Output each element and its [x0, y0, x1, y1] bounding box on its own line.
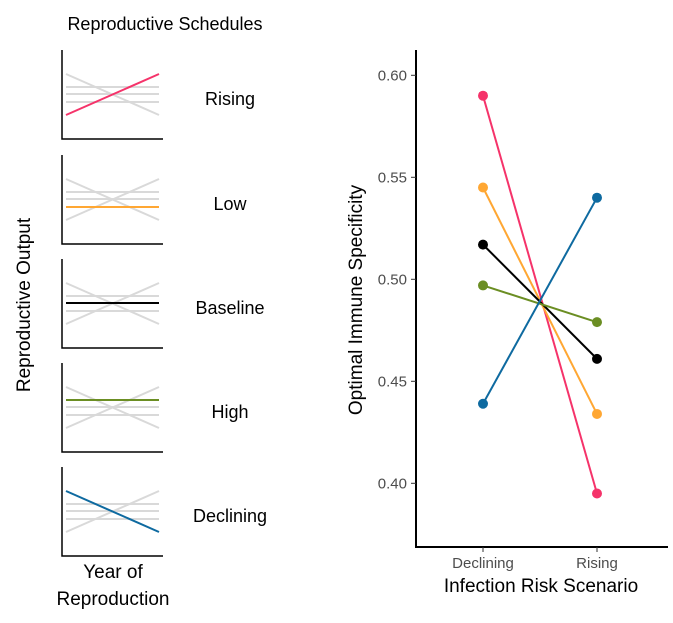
schedules-xlabel-line1: Year of [83, 562, 143, 583]
data-point [478, 90, 488, 101]
y-tick-label: 0.45 [378, 373, 407, 390]
series-declining [478, 192, 602, 409]
schedules-ylabel: Reproductive Output [14, 217, 35, 392]
x-tick-label: Declining [452, 555, 514, 572]
schedule-panel-low: Low [61, 155, 248, 245]
schedule-panel-baseline: Baseline [61, 259, 265, 349]
data-point [592, 192, 602, 203]
highlighted-schedule-line [65, 73, 160, 116]
panel-label: High [211, 402, 248, 422]
schedules-xlabel-line2: Reproduction [56, 589, 169, 610]
y-tick-label: 0.60 [378, 67, 407, 84]
panel-label: Low [213, 194, 247, 214]
y-tick-label: 0.40 [378, 475, 407, 492]
plot-axes [415, 50, 668, 548]
series-line [482, 197, 598, 405]
panel-axes [61, 363, 163, 453]
y-axis-label: Optimal Immune Specificity [346, 184, 367, 415]
series-high [478, 280, 602, 328]
data-point [592, 408, 602, 419]
main-plot: 0.40 0.45 0.50 0.55 0.60 Declining Rising [378, 50, 668, 572]
y-tick-label: 0.55 [378, 169, 407, 186]
panel-label: Rising [205, 89, 255, 109]
panel-label: Baseline [195, 298, 264, 318]
series-line [482, 95, 598, 494]
schedules-title: Reproductive Schedules [67, 14, 262, 34]
x-axis-label: Infection Risk Scenario [444, 576, 638, 597]
panel-axes [61, 155, 163, 245]
schedule-panel-rising: Rising [61, 50, 255, 140]
schedule-panel-declining: Declining [61, 467, 267, 557]
panel-axes [61, 50, 163, 140]
panel-axes [61, 467, 163, 557]
data-point [478, 280, 488, 291]
x-tick-label: Rising [576, 555, 618, 572]
y-tick-label: 0.50 [378, 271, 407, 288]
data-point [592, 317, 602, 328]
series-line [482, 284, 598, 324]
panel-label: Declining [193, 506, 267, 526]
data-point [592, 353, 602, 364]
highlighted-schedule-line [65, 490, 160, 533]
data-point [478, 182, 488, 193]
data-point [478, 398, 488, 409]
schedule-panel-high: High [61, 363, 249, 453]
panel-axes [61, 259, 163, 349]
schedule-panels: Rising Low Baseline High Declining [61, 50, 267, 557]
data-point [478, 239, 488, 250]
data-point [592, 488, 602, 499]
series-rising [478, 90, 602, 499]
